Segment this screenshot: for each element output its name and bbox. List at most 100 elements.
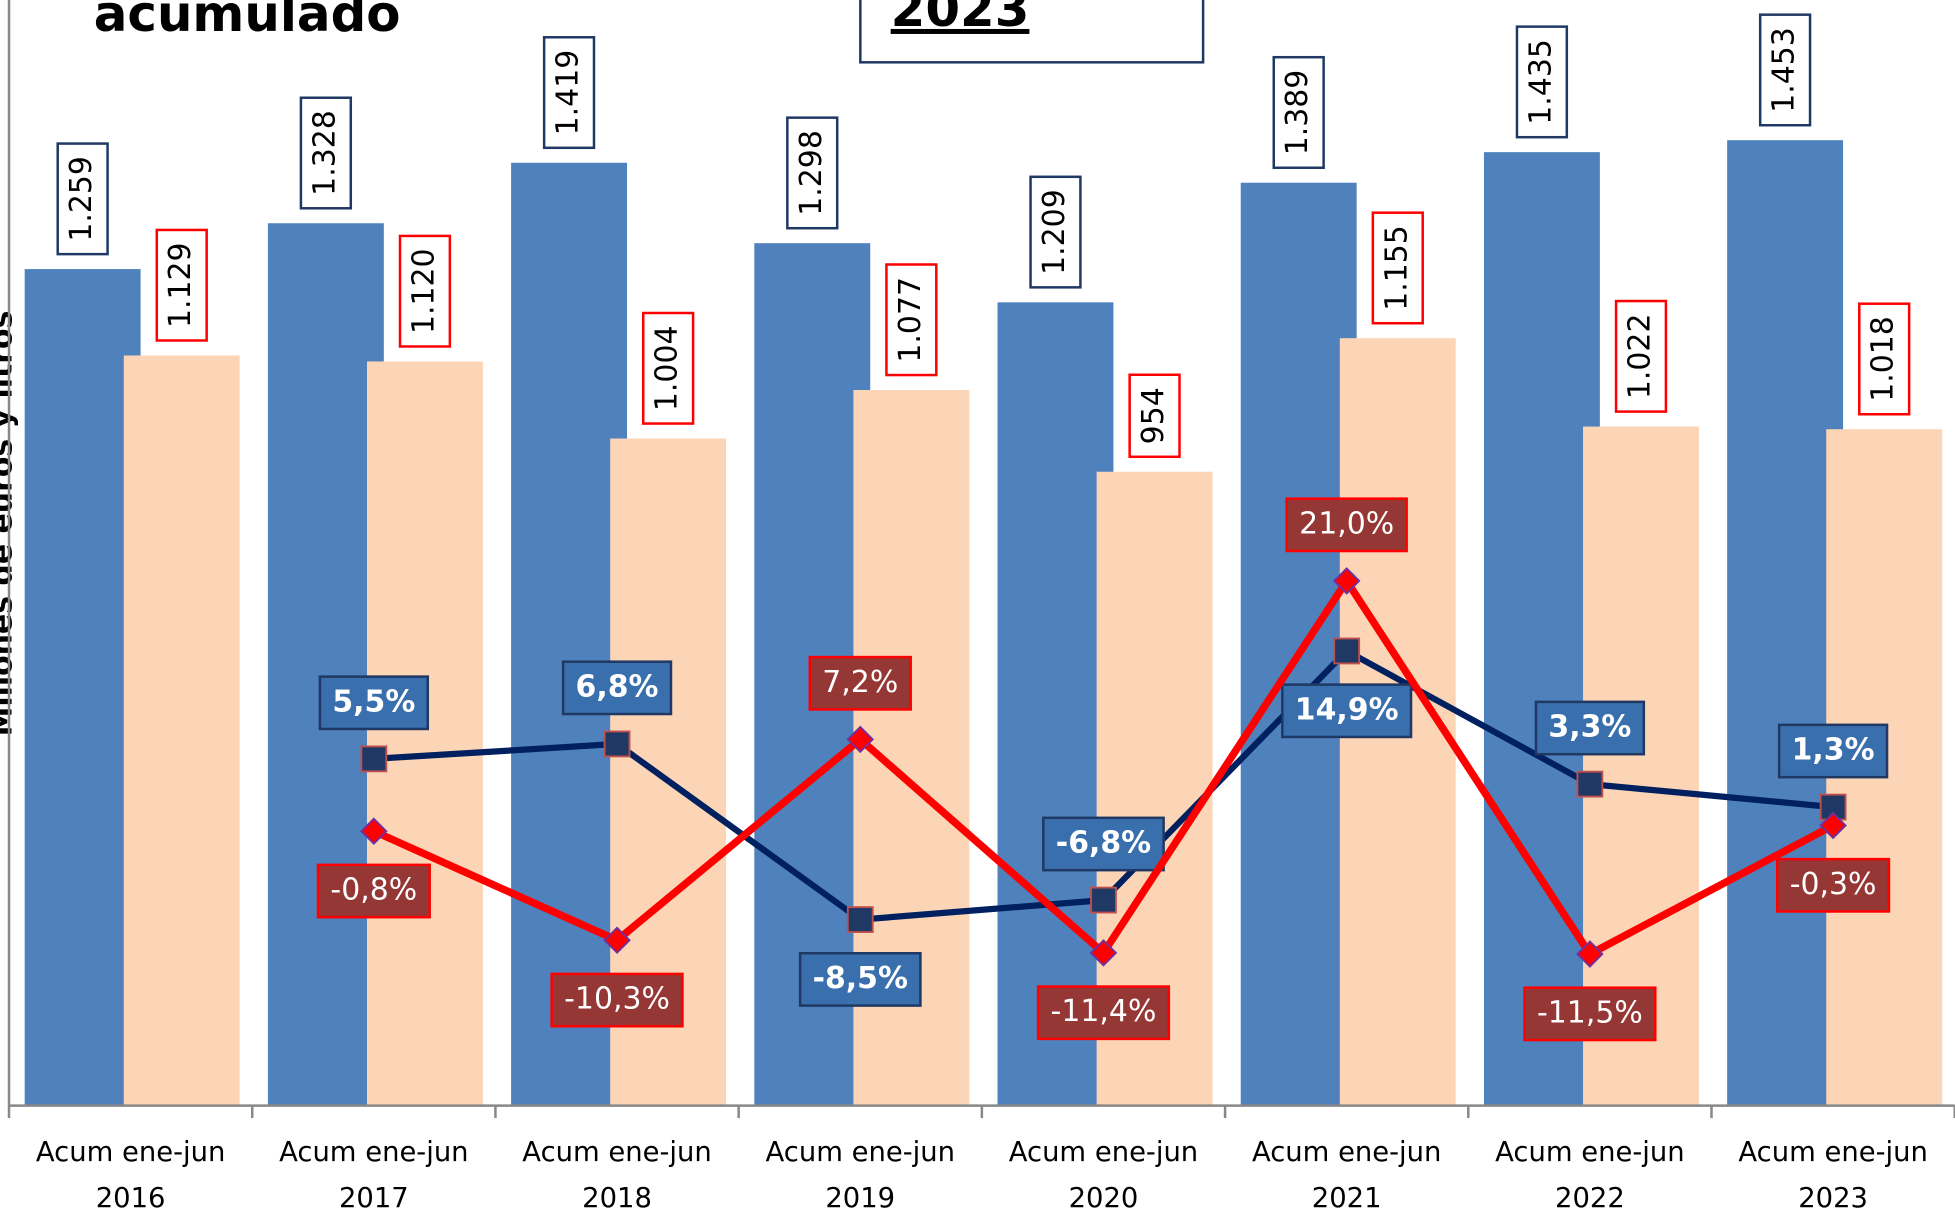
- line-value-label: -11,5%: [1537, 995, 1643, 1030]
- line-label: -11,4%: [1036, 985, 1171, 1041]
- line-value-label: -10,3%: [564, 982, 670, 1017]
- x-tick-label: Acum ene-jun 2017: [279, 1136, 468, 1213]
- line-value-label: -0,8%: [330, 873, 417, 908]
- bar-label-box: [1371, 211, 1424, 325]
- x-tick-label: Acum ene-jun 2020: [1009, 1136, 1198, 1213]
- bar: [1727, 140, 1844, 1106]
- bar: [997, 302, 1114, 1106]
- line-label-box: [1777, 723, 1889, 779]
- bar-label-box: [542, 36, 596, 150]
- bar-label-box: [641, 311, 695, 425]
- bar: [24, 269, 141, 1106]
- bar-value-label: 1.419: [551, 50, 586, 136]
- line-marker: [1576, 770, 1604, 798]
- bar-label: 954: [1128, 373, 1181, 459]
- line-marker: [1090, 886, 1117, 914]
- bar-label: 1.435: [1515, 25, 1569, 139]
- line-label-box: [1534, 700, 1646, 756]
- bar-label: 1.419: [542, 36, 596, 150]
- bar-label: 1.328: [299, 96, 353, 210]
- line-marker: [1576, 940, 1604, 968]
- line-label: 5,5%: [318, 675, 430, 731]
- line-value-label: 7,2%: [822, 665, 898, 700]
- bar-label: 1.453: [1758, 13, 1812, 127]
- x-tick-label: Acum ene-jun 2016: [36, 1136, 225, 1213]
- bar-value-label: 1.022: [1622, 314, 1657, 400]
- line-label-box: [808, 655, 912, 711]
- bar-value-label: 1.004: [650, 325, 685, 411]
- chart-subtitle: 2023: [891, 0, 1030, 38]
- line-marker: [360, 817, 388, 845]
- bar-label: 1.259: [56, 142, 109, 256]
- x-tick-label: Acum ene-jun 2019: [766, 1136, 955, 1213]
- line-marker: [603, 730, 631, 758]
- line-marker: [846, 906, 874, 934]
- bar-value-label: 1.298: [794, 130, 829, 216]
- line-label: 21,0%: [1285, 497, 1408, 553]
- line-marker: [360, 745, 388, 773]
- bar-label: 1.120: [398, 234, 452, 348]
- line-label-box: [1281, 683, 1413, 739]
- line-marker: [1819, 811, 1847, 840]
- bar-label-box: [786, 116, 839, 230]
- bar: [366, 361, 483, 1106]
- bar-label-box: [398, 234, 452, 348]
- bar-label-box: [1614, 299, 1668, 413]
- x-tick-label: Acum ene-jun 2021: [1252, 1136, 1441, 1213]
- line-value-label: -8,5%: [813, 961, 908, 996]
- bar-value-label: 1.155: [1379, 225, 1414, 311]
- line-label: -11,5%: [1523, 986, 1657, 1042]
- bar-value-label: 954: [1136, 387, 1171, 444]
- bar-label: 1.018: [1858, 302, 1911, 416]
- line-marker: [1332, 567, 1361, 595]
- bar-value-label: 1.018: [1866, 316, 1901, 402]
- line-marker: [603, 926, 631, 955]
- line-marker: [1333, 637, 1361, 665]
- bar-value-label: 1.129: [163, 242, 198, 328]
- line-label-box: [561, 660, 673, 716]
- bar-value-label: 1.453: [1767, 27, 1802, 113]
- bar: [267, 223, 384, 1106]
- bar-label-box: [155, 228, 208, 342]
- bar: [123, 355, 240, 1106]
- line-value-label: -0,3%: [1790, 867, 1877, 902]
- line-label: 3,3%: [1534, 700, 1646, 756]
- bar-label: 1.209: [1029, 175, 1082, 289]
- bar: [511, 162, 628, 1106]
- x-tick-label: Acum ene-jun 2023: [1738, 1136, 1927, 1213]
- bar-label: 1.077: [885, 263, 938, 377]
- x-tick-label: Acum ene-jun 2018: [522, 1136, 711, 1213]
- bar-value-label: 1.328: [307, 110, 342, 196]
- line-label: -0,8%: [316, 863, 431, 919]
- bar-label: 1.004: [641, 311, 695, 425]
- line-label: -0,3%: [1775, 857, 1891, 913]
- bar-label: 1.022: [1614, 299, 1668, 413]
- line-label: -6,8%: [1042, 816, 1165, 872]
- bar-label-box: [1515, 25, 1569, 139]
- line-label-box: [316, 863, 431, 919]
- line-label-box: [1042, 816, 1165, 872]
- line-value-label: 3,3%: [1548, 710, 1631, 745]
- bar-value-label: 1.259: [64, 156, 99, 242]
- bar-label-box: [1272, 55, 1325, 170]
- line-marker: [1089, 939, 1118, 967]
- bar-label-box: [1858, 302, 1911, 416]
- line-label-box: [1285, 497, 1408, 553]
- line-value-label: -11,4%: [1051, 994, 1157, 1029]
- line-label: -8,5%: [798, 952, 922, 1007]
- x-tick-label: Acum ene-jun 2022: [1495, 1136, 1684, 1213]
- bar: [1483, 152, 1600, 1106]
- bar-label-box: [1758, 13, 1812, 127]
- line-value-label: -6,8%: [1056, 825, 1151, 860]
- line-label: 7,2%: [808, 655, 912, 711]
- bar-label-box: [56, 142, 109, 256]
- line-label-box: [1523, 986, 1657, 1042]
- subtitle-box: [859, 0, 1205, 64]
- bar-label-box: [885, 263, 938, 377]
- line-label-box: [798, 952, 922, 1007]
- bar-label: 1.155: [1371, 211, 1424, 325]
- line-label: 1,3%: [1777, 723, 1889, 779]
- bar-value-label: 1.077: [893, 277, 928, 363]
- line-value-label: 5,5%: [332, 684, 415, 719]
